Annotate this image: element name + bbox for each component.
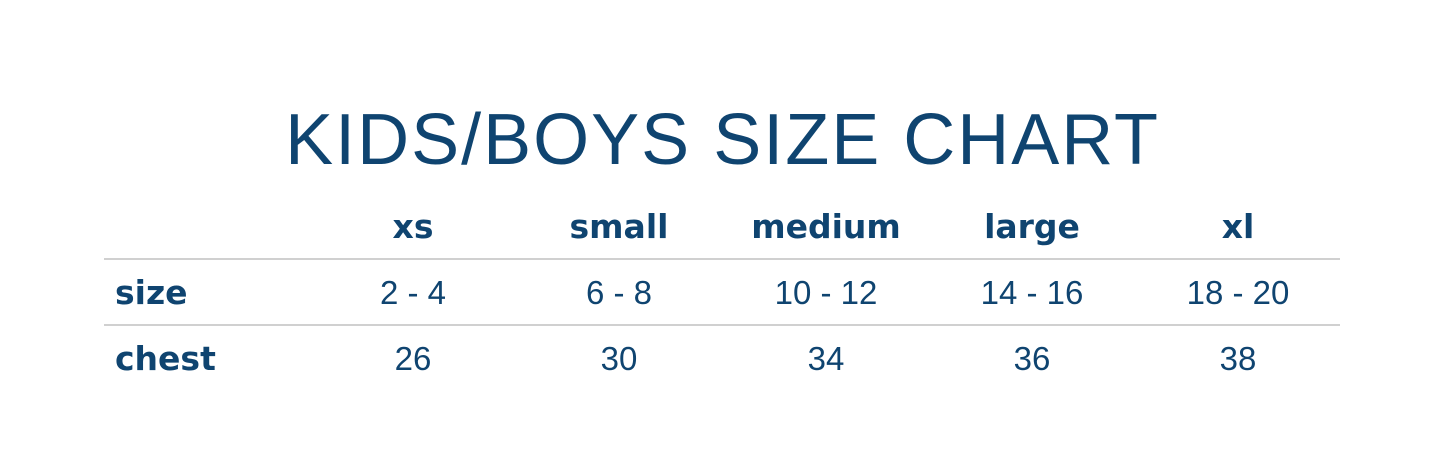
- table-cell: 36: [1013, 340, 1051, 377]
- table-cell: 34: [807, 340, 845, 377]
- header-row: xs small medium large xl: [104, 202, 1340, 252]
- table-row-chest: chest 26 30 34 36 38: [104, 334, 1340, 384]
- table-cell: 18 - 20: [1186, 274, 1290, 311]
- column-header-small: small: [569, 207, 669, 246]
- table-cell: 30: [600, 340, 638, 377]
- column-header-xl: xl: [1221, 207, 1255, 246]
- column-header-xs: xs: [392, 207, 434, 246]
- column-header-large: large: [984, 207, 1080, 246]
- row-label-size: size: [115, 273, 188, 312]
- table-cell: 38: [1219, 340, 1257, 377]
- table-cell: 10 - 12: [774, 274, 878, 311]
- table-cell: 2 - 4: [379, 274, 447, 311]
- row-label-chest: chest: [115, 339, 216, 378]
- column-header-medium: medium: [751, 207, 901, 246]
- divider: [104, 258, 1340, 260]
- page-title: KIDS/BOYS SIZE CHART: [285, 100, 1160, 180]
- table-cell: 26: [394, 340, 432, 377]
- table-cell: 6 - 8: [585, 274, 653, 311]
- divider: [104, 324, 1340, 326]
- table-row-size: size 2 - 4 6 - 8 10 - 12 14 - 16 18 - 20: [104, 268, 1340, 318]
- table-cell: 14 - 16: [980, 274, 1084, 311]
